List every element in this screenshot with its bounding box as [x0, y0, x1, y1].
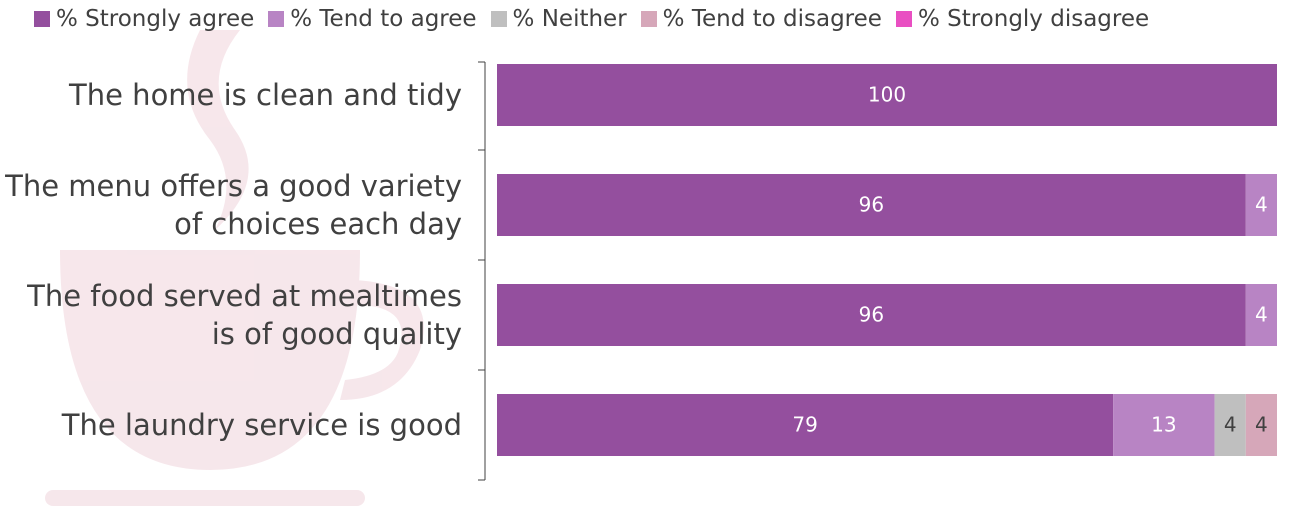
data-label: 4 — [1255, 413, 1268, 437]
data-label: 4 — [1255, 303, 1268, 327]
bar-segment — [497, 64, 1277, 126]
bar-segment — [497, 394, 1114, 456]
legend-label: % Tend to agree — [290, 6, 477, 32]
data-label: 4 — [1255, 193, 1268, 217]
legend-item: % Strongly agree — [34, 6, 254, 32]
legend-item: % Tend to agree — [268, 6, 477, 32]
legend-label: % Neither — [512, 6, 627, 32]
data-label: 96 — [859, 303, 884, 327]
bar-segment — [1214, 394, 1246, 456]
legend-swatch — [895, 11, 912, 27]
category-label: The laundry service is good — [61, 408, 462, 442]
legend-item: % Neither — [490, 6, 627, 32]
legend-swatch — [640, 11, 657, 27]
legend-label: % Tend to disagree — [662, 6, 882, 32]
bar-segment — [1245, 174, 1277, 236]
category-label: The food served at mealtimes is of good … — [27, 279, 462, 351]
bar-segment — [497, 174, 1246, 236]
data-label: 100 — [868, 83, 906, 107]
category-label: The home is clean and tidy — [69, 78, 462, 112]
data-label: 4 — [1224, 413, 1237, 437]
legend-swatch — [490, 11, 507, 27]
legend-swatch — [34, 11, 50, 27]
legend-label: % Strongly agree — [56, 6, 255, 32]
data-label: 13 — [1151, 413, 1176, 437]
legend-item: % Tend to disagree — [640, 6, 882, 32]
bar-segment — [1113, 394, 1215, 456]
legend-item: % Strongly disagree — [895, 6, 1150, 32]
bar-segment — [497, 284, 1246, 346]
watermark — [45, 30, 424, 506]
legend: % Strongly agree % Tend to agree % Neither… — [34, 6, 1149, 32]
bar-segment — [1245, 284, 1277, 346]
data-label: 79 — [792, 413, 817, 437]
category-label: The menu offers a good variety of choice… — [5, 169, 462, 241]
data-label: 96 — [859, 193, 884, 217]
legend-swatch — [268, 11, 285, 27]
legend-label: % Strongly disagree — [917, 6, 1150, 32]
bar-segment — [1245, 394, 1277, 456]
